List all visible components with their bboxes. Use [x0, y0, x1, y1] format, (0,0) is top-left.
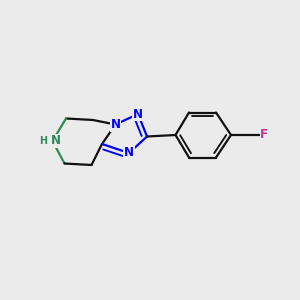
Text: N: N — [124, 146, 134, 160]
Text: H: H — [40, 136, 47, 146]
Text: F: F — [260, 128, 268, 142]
Text: N: N — [51, 134, 61, 148]
Text: N: N — [110, 118, 121, 131]
Text: N: N — [133, 107, 143, 121]
